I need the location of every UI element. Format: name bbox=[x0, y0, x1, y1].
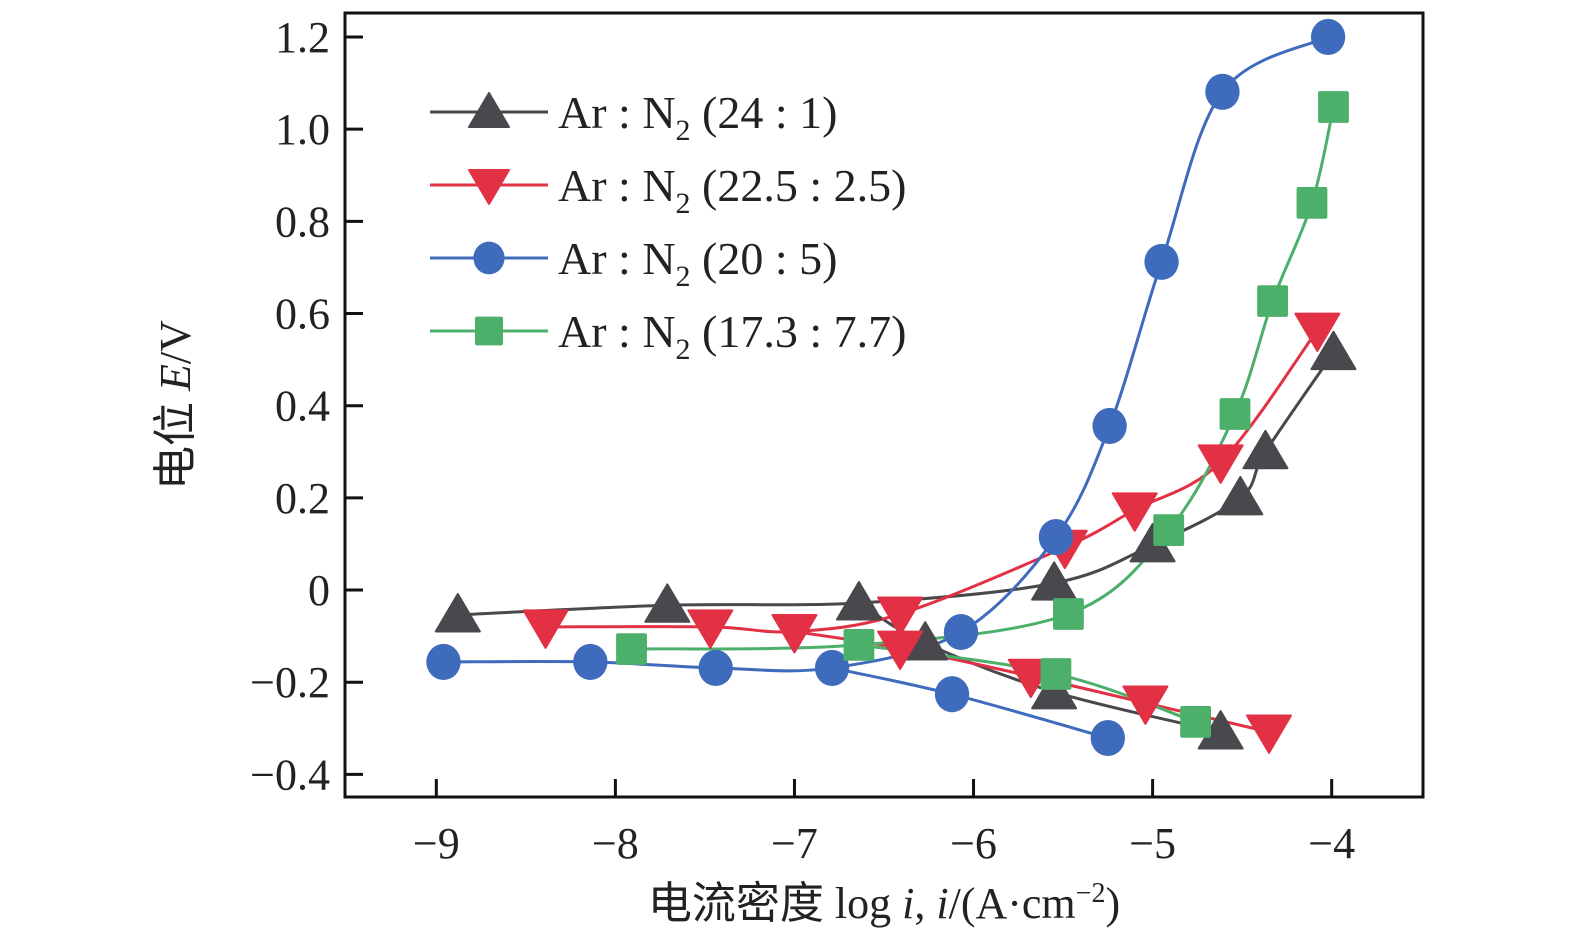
series-1-point bbox=[1111, 492, 1158, 532]
series-3-point bbox=[1053, 598, 1084, 630]
legend-label: Ar : N2 (17.3 : 7.7) bbox=[558, 306, 906, 366]
legend-label: Ar : N2 (24 : 1) bbox=[558, 87, 837, 147]
y-tick-label: 0.6 bbox=[275, 290, 330, 339]
y-tick-label: −0.4 bbox=[250, 750, 330, 799]
series-2-point bbox=[1205, 73, 1240, 110]
series-2-point bbox=[698, 649, 733, 686]
x-tick-label: −5 bbox=[1129, 819, 1176, 868]
series-2-point bbox=[573, 643, 608, 680]
series-1-point bbox=[877, 596, 924, 636]
series-0-point bbox=[644, 583, 691, 623]
series-2-point bbox=[426, 643, 461, 680]
series-1-point bbox=[1294, 312, 1341, 353]
series-3-point bbox=[1040, 658, 1072, 690]
series-1-point bbox=[877, 630, 924, 671]
y-tick-label: 0 bbox=[308, 566, 330, 615]
series-1-point bbox=[687, 609, 734, 649]
x-axis: −9 −8 −7 −6 −5 −4 bbox=[413, 779, 1355, 868]
y-tick-label: 0.4 bbox=[275, 382, 330, 431]
x-tick-label: −6 bbox=[950, 819, 997, 868]
series-0-anodic-line bbox=[457, 351, 1335, 617]
y-axis: 1.2 1.0 0.8 0.6 0.4 0.2 0 −0.2 −0.4 bbox=[250, 13, 363, 799]
legend-marker bbox=[475, 316, 503, 346]
series-3-point bbox=[1257, 285, 1288, 317]
series-2-point bbox=[934, 676, 970, 713]
legend-item: Ar : N2 (17.3 : 7.7) bbox=[430, 306, 906, 366]
series-3-point bbox=[616, 633, 647, 665]
series-1-point bbox=[522, 609, 569, 649]
x-tick-label: −9 bbox=[413, 819, 460, 868]
legend-label: Ar : N2 (22.5 : 2.5) bbox=[558, 160, 906, 220]
series-2-point bbox=[1092, 407, 1127, 445]
legend-marker bbox=[468, 169, 510, 205]
series-0-point bbox=[1242, 429, 1289, 470]
legend-item: Ar : N2 (22.5 : 2.5) bbox=[430, 160, 906, 220]
x-tick-label: −4 bbox=[1308, 819, 1355, 868]
y-tick-label: 0.8 bbox=[275, 197, 330, 246]
series-3-point bbox=[1296, 187, 1328, 219]
series-2-point bbox=[1144, 243, 1179, 280]
y-tick-label: −0.2 bbox=[250, 658, 330, 707]
series-0-point bbox=[434, 593, 481, 633]
series-1-point bbox=[1197, 444, 1244, 484]
x-tick-label: −7 bbox=[771, 819, 818, 868]
series-2-point bbox=[1038, 519, 1074, 556]
series-2-anodic-line bbox=[443, 35, 1329, 673]
legend-label: Ar : N2 (20 : 5) bbox=[558, 233, 837, 293]
series-3-point bbox=[1318, 91, 1349, 123]
legend-marker bbox=[473, 241, 505, 275]
series-1-point bbox=[1122, 685, 1169, 725]
series-3-point bbox=[1153, 514, 1185, 546]
series-1-point bbox=[771, 614, 818, 654]
series-0-point bbox=[835, 581, 882, 621]
y-tick-label: 1.0 bbox=[275, 105, 330, 154]
series-2-point bbox=[943, 613, 979, 651]
y-tick-label: 1.2 bbox=[275, 13, 330, 62]
x-axis-title: 电流密度 log i, i/(A·cm−2) bbox=[648, 878, 1120, 928]
series-markers bbox=[426, 18, 1357, 757]
series-2-point bbox=[814, 649, 850, 686]
y-tick-label: 0.2 bbox=[275, 474, 330, 523]
legend-item: Ar : N2 (24 : 1) bbox=[430, 87, 837, 147]
series-2-point bbox=[1090, 719, 1125, 757]
series-3-point bbox=[843, 629, 875, 661]
x-tick-label: −8 bbox=[592, 819, 639, 868]
series-0-point bbox=[1217, 475, 1264, 516]
y-axis-title: 电位 E/V bbox=[151, 320, 200, 490]
legend-item: Ar : N2 (20 : 5) bbox=[430, 233, 837, 293]
legend-marker bbox=[468, 92, 510, 128]
series-3-point bbox=[1219, 398, 1251, 430]
series-0-point bbox=[1310, 330, 1357, 371]
legend: Ar : N2 (24 : 1) Ar : N2 (22.5 : 2.5) Ar :… bbox=[430, 87, 906, 366]
series-2-point bbox=[1310, 18, 1346, 56]
series-1-point bbox=[1246, 714, 1292, 754]
series-3-point bbox=[1180, 706, 1211, 738]
